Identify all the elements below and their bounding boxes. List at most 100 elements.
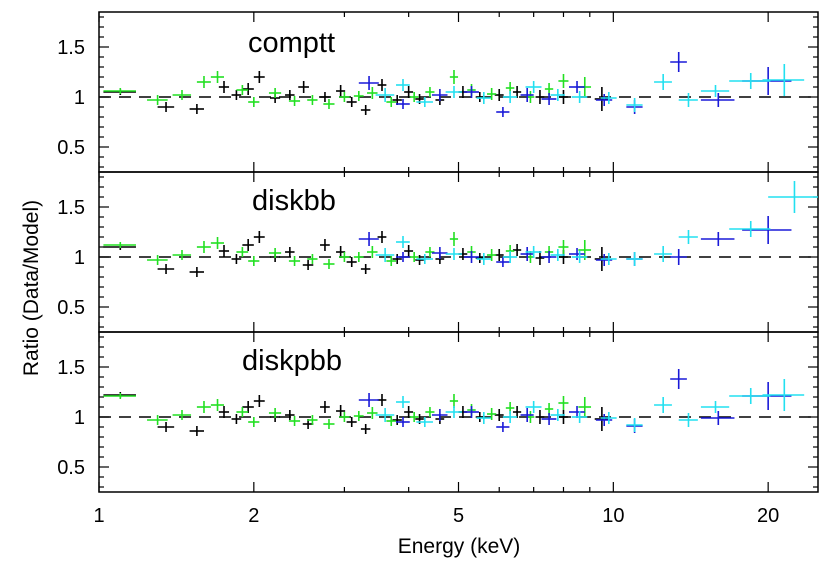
data-point bbox=[762, 64, 805, 96]
data-point bbox=[320, 92, 330, 102]
data-point bbox=[558, 74, 569, 88]
data-point bbox=[157, 422, 175, 432]
data-point bbox=[307, 254, 318, 264]
data-point bbox=[189, 267, 204, 277]
data-point bbox=[502, 251, 518, 263]
data-point bbox=[569, 81, 585, 93]
data-point bbox=[463, 251, 479, 263]
data-point bbox=[157, 264, 175, 274]
data-point bbox=[535, 90, 545, 104]
data-point bbox=[520, 247, 534, 261]
data-point bbox=[475, 253, 484, 263]
data-point bbox=[729, 388, 771, 404]
data-point bbox=[729, 221, 771, 237]
data-point bbox=[486, 88, 497, 100]
data-point bbox=[242, 239, 254, 251]
data-point bbox=[386, 256, 397, 266]
data-point bbox=[520, 88, 534, 102]
y-tick-label: 1 bbox=[74, 247, 85, 269]
data-point bbox=[535, 410, 545, 424]
panel-title: diskpbb bbox=[242, 345, 342, 377]
y-tick-label: 0.5 bbox=[57, 297, 85, 319]
data-point bbox=[396, 99, 410, 109]
data-point bbox=[700, 411, 735, 425]
data-point bbox=[172, 410, 192, 420]
series-black bbox=[103, 71, 609, 115]
data-point bbox=[496, 422, 510, 432]
data-point bbox=[670, 249, 687, 265]
data-point bbox=[571, 251, 588, 263]
data-point bbox=[512, 86, 522, 98]
data-point bbox=[550, 89, 565, 101]
data-point bbox=[558, 240, 569, 254]
data-point bbox=[353, 91, 364, 101]
data-point bbox=[558, 396, 569, 410]
panel-title: comptt bbox=[248, 27, 335, 59]
data-point bbox=[339, 252, 350, 262]
data-point bbox=[558, 90, 568, 104]
data-point bbox=[172, 250, 192, 260]
y-tick-label: 1 bbox=[74, 407, 85, 429]
data-point bbox=[196, 76, 211, 88]
x-axis-title: Energy (keV) bbox=[398, 535, 521, 558]
data-point bbox=[449, 232, 459, 246]
y-tick-label: 1.5 bbox=[57, 197, 85, 219]
data-point bbox=[253, 395, 265, 407]
data-point bbox=[147, 415, 168, 425]
data-point bbox=[476, 253, 491, 265]
data-point bbox=[218, 81, 230, 93]
data-point bbox=[449, 394, 459, 408]
data-point bbox=[336, 405, 346, 417]
data-point bbox=[392, 415, 402, 425]
data-point bbox=[172, 90, 192, 100]
data-point bbox=[525, 81, 542, 93]
data-point bbox=[600, 92, 617, 104]
data-point bbox=[512, 244, 522, 256]
y-tick-label: 1 bbox=[74, 87, 85, 109]
data-point bbox=[253, 71, 265, 83]
data-point bbox=[558, 410, 568, 424]
data-point bbox=[541, 413, 557, 425]
data-point bbox=[415, 255, 424, 265]
series-green bbox=[103, 232, 592, 269]
data-point bbox=[323, 259, 335, 269]
data-point bbox=[404, 406, 414, 418]
x-tick-label: 5 bbox=[453, 505, 464, 527]
x-tick-label: 2 bbox=[248, 505, 259, 527]
data-point bbox=[358, 393, 379, 407]
data-point bbox=[594, 407, 609, 431]
data-point bbox=[595, 94, 613, 106]
data-point bbox=[768, 181, 818, 213]
data-point bbox=[525, 401, 542, 413]
data-point bbox=[236, 407, 249, 417]
data-point bbox=[346, 257, 357, 267]
data-point bbox=[147, 95, 168, 105]
data-point bbox=[595, 414, 613, 426]
data-point bbox=[654, 397, 672, 413]
data-point bbox=[103, 88, 136, 94]
series-black bbox=[103, 392, 609, 436]
data-point bbox=[494, 89, 504, 101]
data-point bbox=[367, 87, 378, 99]
data-point bbox=[346, 97, 357, 107]
data-point bbox=[729, 73, 771, 89]
data-point bbox=[157, 102, 175, 112]
data-point bbox=[416, 254, 433, 264]
data-point bbox=[571, 411, 588, 423]
data-point bbox=[307, 95, 318, 105]
x-tick-labels: 1 2 5 10 20 bbox=[93, 505, 779, 527]
panel-diskbb: 0.5 1 1.5 diskbb bbox=[57, 171, 819, 333]
series-cyan bbox=[375, 181, 818, 266]
data-point bbox=[742, 216, 792, 244]
data-point bbox=[700, 401, 730, 413]
data-point bbox=[285, 90, 295, 100]
data-point bbox=[700, 93, 735, 107]
data-point bbox=[302, 260, 314, 270]
data-point bbox=[502, 411, 518, 423]
data-point bbox=[569, 248, 585, 260]
data-point bbox=[147, 255, 168, 265]
data-point bbox=[626, 252, 643, 266]
x-tick-label: 1 bbox=[93, 505, 104, 527]
data-point bbox=[231, 414, 242, 424]
